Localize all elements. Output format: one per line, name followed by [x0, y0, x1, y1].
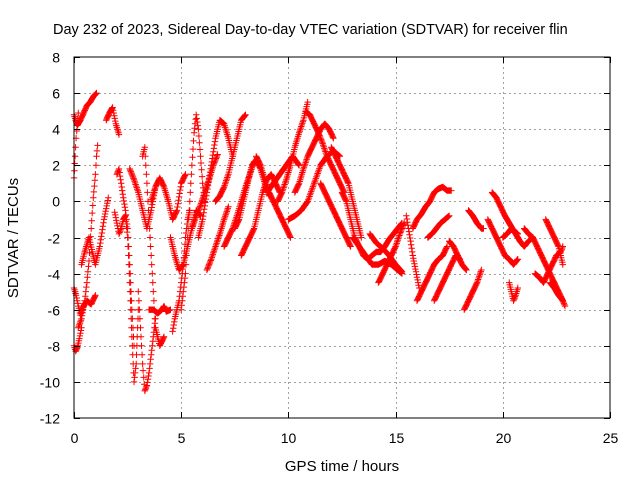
data-point-markers [274, 98, 311, 205]
data-point-markers [328, 144, 365, 241]
series-t05 [75, 142, 101, 331]
chart-title: Day 232 of 2023, Sidereal Day-to-day VTE… [53, 22, 568, 38]
x-tick-label: 5 [178, 430, 186, 446]
data-point-markers [317, 180, 354, 250]
data-point-markers [484, 216, 521, 268]
data-point-markers [413, 243, 451, 304]
series-t49 [506, 279, 521, 304]
data-point-markers [403, 212, 423, 292]
y-tick-label: 6 [52, 86, 60, 102]
data-points [70, 89, 569, 395]
x-axis-label: GPS time / hours [285, 458, 399, 475]
data-point-markers [506, 279, 521, 304]
y-tick-label: -2 [48, 231, 61, 247]
series-t14 [145, 302, 174, 317]
series-t52 [542, 216, 566, 268]
data-point-markers [103, 104, 123, 138]
series-t38 [403, 212, 423, 292]
data-point-markers [499, 225, 536, 250]
series-t27 [274, 98, 311, 205]
x-tick-label: 15 [389, 430, 405, 446]
series-t48 [499, 225, 536, 250]
data-point-markers [212, 111, 249, 205]
series-t06 [78, 194, 112, 268]
data-point-markers [381, 219, 406, 250]
series-t07 [103, 104, 123, 138]
series-t21 [212, 111, 249, 205]
series-t13 [148, 171, 189, 223]
y-tick-label: -10 [40, 375, 60, 391]
y-tick-label: -12 [40, 411, 60, 427]
data-point-markers [424, 212, 453, 241]
series-t28 [291, 120, 337, 196]
plot-frame [73, 56, 611, 419]
y-tick-label: 4 [52, 122, 60, 138]
y-tick-label: 2 [52, 158, 60, 174]
axis-ticks: -12 -10 -8 -6 -4 -2 0 2 4 6 8 0 5 10 15 20 25 [40, 50, 619, 447]
series-t45 [465, 207, 487, 232]
series-t39 [409, 183, 455, 232]
x-tick-label: 20 [496, 430, 512, 446]
series-t53 [546, 279, 569, 310]
data-point-markers [203, 203, 232, 274]
data-point-markers [291, 120, 337, 196]
y-tick-label: -8 [48, 339, 61, 355]
y-tick-label: 0 [52, 194, 60, 210]
series-t20 [203, 203, 232, 274]
x-tick-label: 25 [603, 430, 619, 446]
data-point-markers [145, 302, 174, 317]
data-point-markers [461, 266, 485, 313]
data-point-markers [78, 194, 112, 268]
y-tick-label: 8 [52, 50, 60, 66]
x-tick-label: 0 [71, 430, 79, 446]
y-tick-label: -6 [48, 303, 61, 319]
data-point-markers [375, 219, 408, 286]
series-t37 [381, 219, 406, 250]
data-point-markers [188, 151, 221, 232]
y-axis-label: SDTVAR / TECUs [5, 178, 22, 298]
series-t46 [484, 216, 521, 268]
series-t19 [188, 151, 221, 232]
series-t17 [178, 111, 208, 313]
series-t40 [413, 243, 451, 304]
series-t31 [317, 180, 354, 250]
data-point-markers [465, 207, 487, 232]
data-point-markers [113, 165, 138, 349]
data-point-markers [542, 216, 566, 268]
series-t32 [328, 144, 365, 241]
data-point-markers [75, 142, 101, 331]
series-t41 [424, 212, 453, 241]
data-point-markers [409, 183, 455, 232]
series-t43 [446, 237, 470, 274]
series-t44 [461, 266, 485, 313]
series-t09 [113, 165, 138, 349]
data-point-markers [546, 279, 569, 310]
data-point-markers [446, 237, 470, 274]
series-t36 [375, 219, 408, 286]
x-tick-label: 10 [281, 430, 297, 446]
data-point-markers [178, 111, 208, 313]
data-point-markers [148, 171, 189, 223]
y-tick-label: -4 [48, 267, 61, 283]
